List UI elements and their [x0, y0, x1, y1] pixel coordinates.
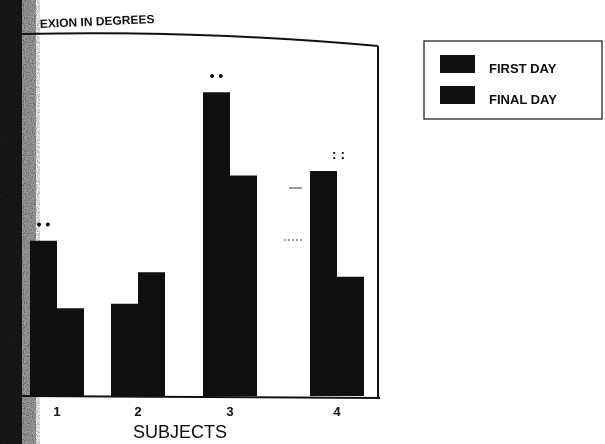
bar-first-day-subject-1: [30, 240, 57, 396]
chart-frame-top: [21, 32, 379, 47]
legend-box: [423, 40, 603, 120]
significance-marker: • •: [37, 216, 51, 232]
x-axis-label: SUBJECTS: [133, 422, 227, 442]
bar-first-day-subject-2: [111, 303, 138, 396]
x-tick-label: 2: [134, 404, 141, 419]
bar-first-day-subject-3: [203, 92, 230, 396]
x-tick-label: 1: [53, 404, 60, 419]
x-tick-label: 3: [226, 404, 233, 419]
legend-label-first-day: FIRST DAY: [489, 61, 557, 76]
bars-layer: [30, 92, 364, 396]
legend-label-final-day: FINAL DAY: [489, 92, 557, 107]
x-tick-label: 4: [333, 404, 341, 419]
annotations: • • • • : :: [37, 67, 345, 232]
bar-final-day-subject-3: [230, 175, 257, 396]
significance-marker: • •: [210, 67, 224, 83]
x-tick-labels: 1 2 3 4: [53, 404, 341, 419]
bar-final-day-subject-1: [57, 308, 84, 396]
legend: FIRST DAY FINAL DAY: [423, 40, 603, 120]
x-axis-line: [21, 395, 381, 399]
legend-swatch-first-day: [440, 55, 475, 73]
bar-final-day-subject-4: [337, 276, 364, 396]
chart-title: EXION IN DEGREES: [40, 12, 155, 31]
legend-swatch-final-day: [440, 86, 475, 104]
bar-final-day-subject-2: [138, 272, 165, 396]
significance-marker: : :: [332, 146, 345, 162]
bar-first-day-subject-4: [310, 171, 337, 396]
